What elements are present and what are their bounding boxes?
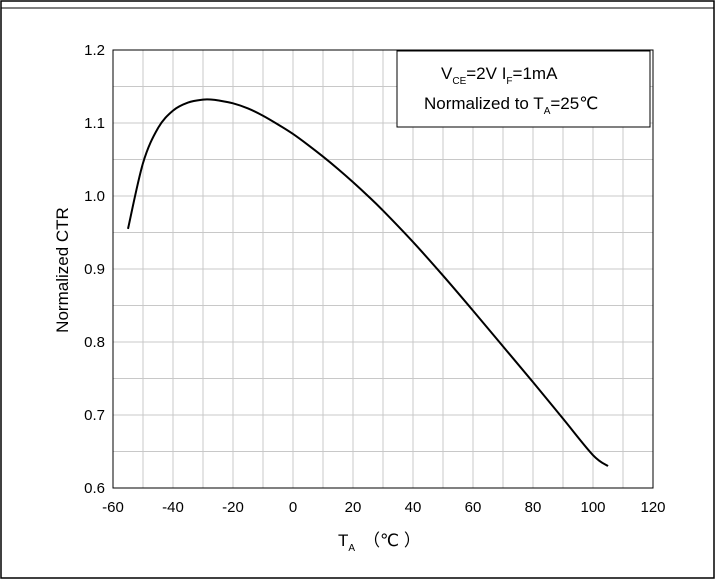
y-tick-label: 1.1 bbox=[84, 115, 105, 132]
x-tick-label: 40 bbox=[405, 499, 422, 516]
legend-line-1: VCE=2V IF=1mA bbox=[441, 64, 558, 87]
x-tick-label: 0 bbox=[289, 499, 297, 516]
sub-f: F bbox=[506, 76, 512, 87]
x-axis-label: TA （℃ ） bbox=[338, 531, 421, 554]
y-tick-labels: 0.6 0.7 0.8 0.9 1.0 1.1 1.2 bbox=[84, 42, 105, 497]
legend-line-2: Normalized to TA=25℃ bbox=[424, 94, 598, 117]
x-tick-labels: -60 -40 -20 0 20 40 60 80 100 120 bbox=[102, 499, 665, 516]
y-axis-label: Normalized CTR bbox=[53, 207, 72, 333]
x-tick-label: 60 bbox=[465, 499, 482, 516]
y-tick-label: 0.7 bbox=[84, 407, 105, 424]
x-tick-label: 20 bbox=[345, 499, 362, 516]
x-tick-label: 120 bbox=[640, 499, 665, 516]
x-tick-label: -60 bbox=[102, 499, 124, 516]
y-tick-label: 0.9 bbox=[84, 261, 105, 278]
legend-box: VCE=2V IF=1mA Normalized to TA=25℃ bbox=[396, 50, 651, 128]
sub-a: A bbox=[544, 106, 551, 117]
x-axis-label-sub: A bbox=[348, 543, 355, 554]
x-tick-label: -20 bbox=[222, 499, 244, 516]
sub-ce: CE bbox=[452, 76, 466, 87]
y-tick-label: 1.0 bbox=[84, 188, 105, 205]
x-tick-label: 80 bbox=[525, 499, 542, 516]
series-line bbox=[127, 98, 609, 467]
plot-area bbox=[112, 49, 654, 489]
y-tick-label: 0.8 bbox=[84, 334, 105, 351]
legend-frame bbox=[396, 50, 651, 128]
y-tick-label: 1.2 bbox=[84, 42, 105, 59]
x-tick-label: 100 bbox=[580, 499, 605, 516]
y-tick-label: 0.6 bbox=[84, 480, 105, 497]
x-tick-label: -40 bbox=[162, 499, 184, 516]
